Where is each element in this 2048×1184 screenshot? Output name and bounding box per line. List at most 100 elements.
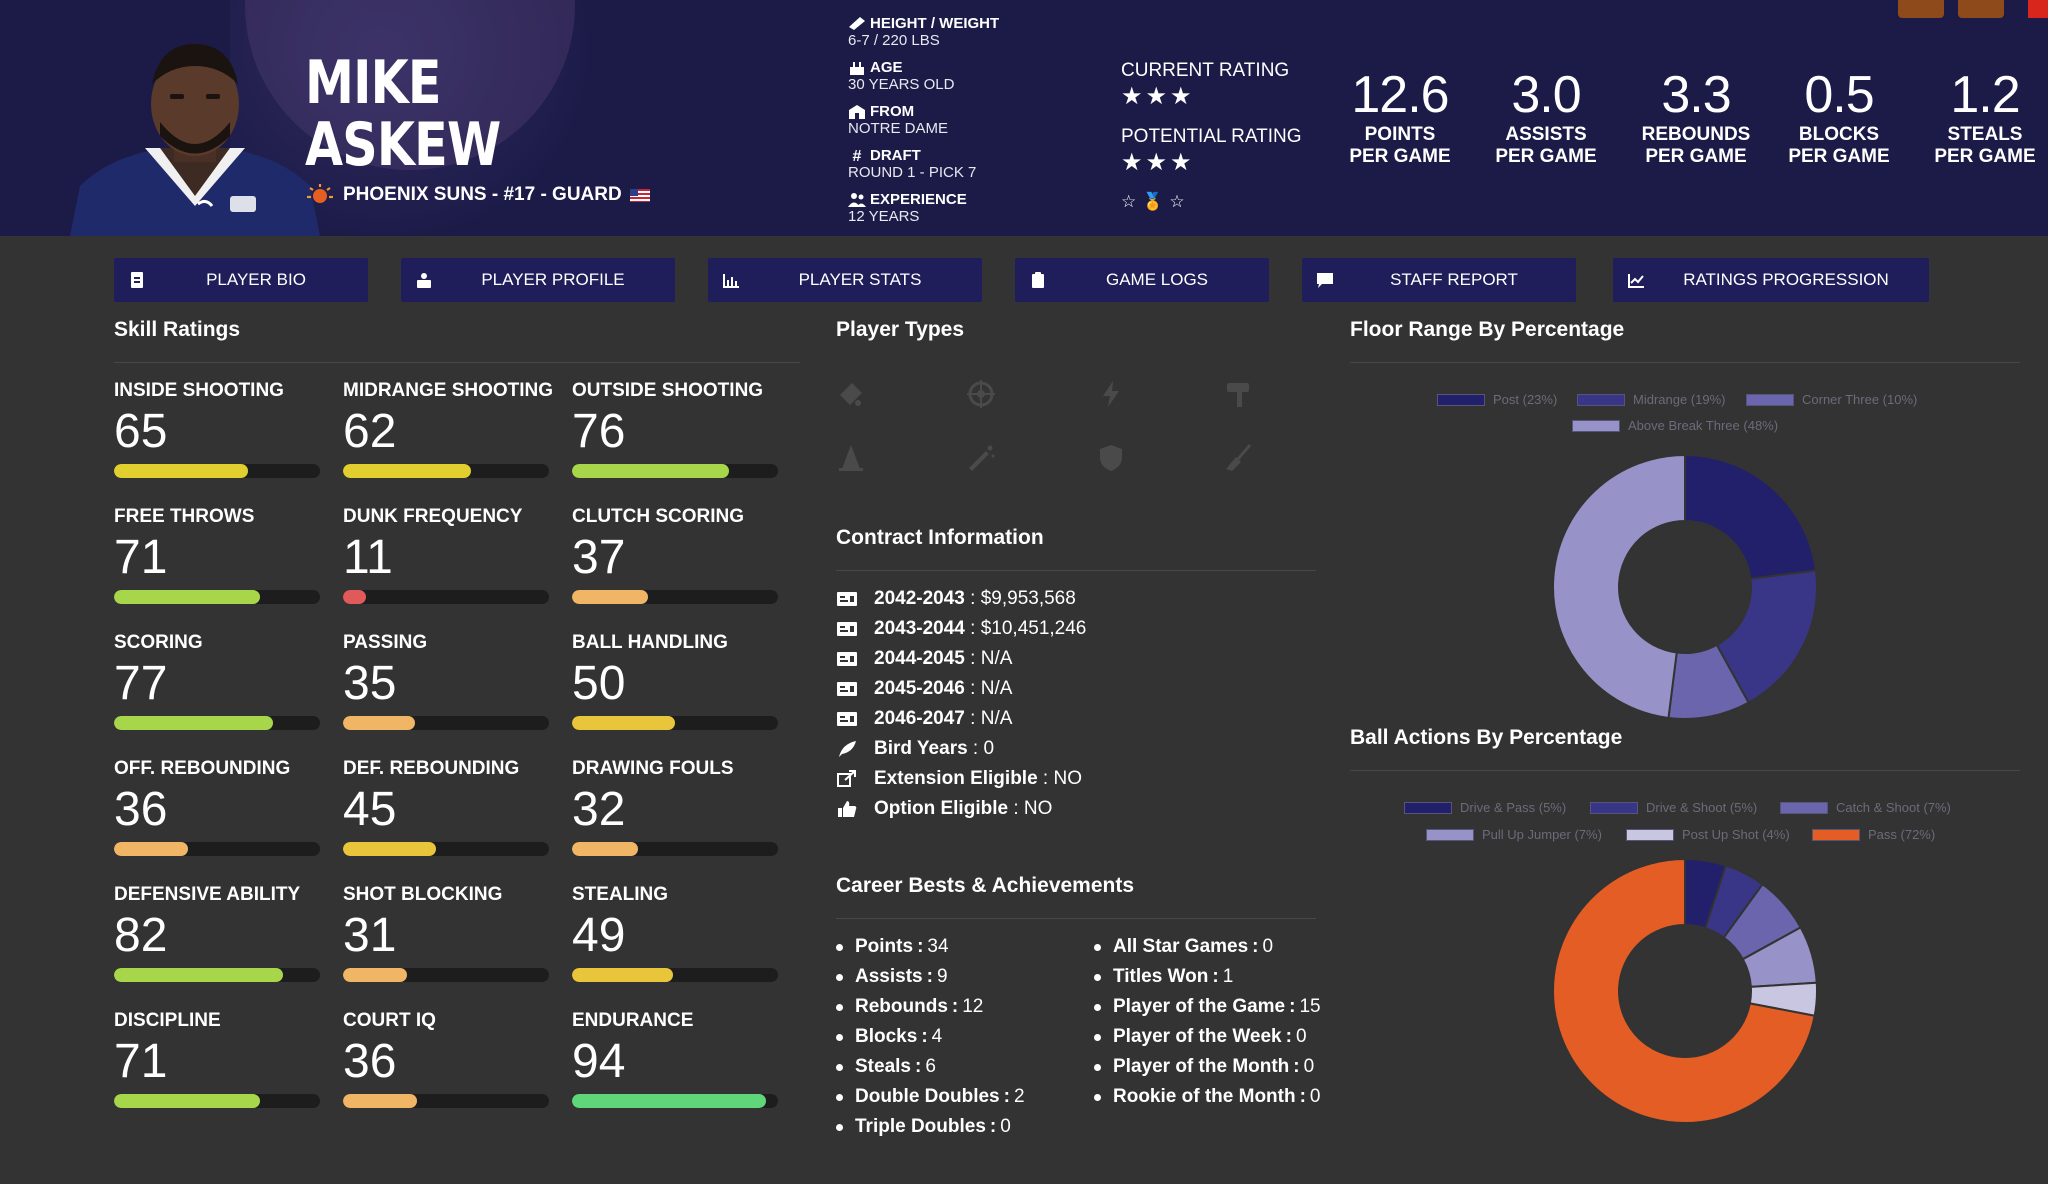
skill-bar xyxy=(114,716,320,730)
legend-item[interactable]: Drive & Pass (5%) xyxy=(1404,800,1566,815)
career-value: 2 xyxy=(1013,1086,1025,1107)
legend-swatch xyxy=(1812,828,1860,841)
legend-item[interactable]: Drive & Shoot (5%) xyxy=(1590,800,1757,815)
floor-range-donut xyxy=(1552,453,1818,720)
tab-player-bio[interactable]: PLAYER BIO xyxy=(114,258,368,302)
contract-row: 2044-2045 : N/A xyxy=(836,646,1012,672)
ball-actions-donut xyxy=(1552,857,1818,1124)
career-key: Titles Won xyxy=(1113,966,1209,987)
career-value: 0 xyxy=(1309,1086,1321,1107)
skill-bar xyxy=(572,842,778,856)
career-item: Titles Won:1 xyxy=(1094,964,1233,990)
career-key: Double Doubles xyxy=(855,1086,1000,1107)
stat-steals: 1.2 STEALS PER GAME xyxy=(1934,66,2036,167)
contract-value: $10,451,246 xyxy=(980,618,1087,639)
comment-icon xyxy=(1317,273,1333,288)
legend-item[interactable]: Above Break Three (48%) xyxy=(1572,418,1778,433)
skill-label: MIDRANGE SHOOTING xyxy=(343,380,554,401)
career-item: Triple Doubles:0 xyxy=(836,1114,1011,1140)
skill-bar-fill xyxy=(114,1094,261,1108)
skill-value: 50 xyxy=(572,657,626,710)
tab-player-stats[interactable]: PLAYER STATS xyxy=(708,258,982,302)
star-outline-icon: ☆ xyxy=(1169,192,1191,211)
career-item: Steals:6 xyxy=(836,1054,936,1080)
skill-bar xyxy=(114,464,320,478)
skill-bar xyxy=(114,1094,320,1108)
legend-item[interactable]: Midrange (19%) xyxy=(1577,392,1726,407)
school-icon xyxy=(849,104,865,119)
stat-blocks: 0.5 BLOCKS PER GAME xyxy=(1788,66,1890,167)
skill-clutch-scoring: CLUTCH SCORING 37 xyxy=(572,506,782,604)
career-item: Rookie of the Month:0 xyxy=(1094,1084,1321,1110)
career-key: Rookie of the Month xyxy=(1113,1086,1296,1107)
career-key: Player of the Month xyxy=(1113,1056,1290,1077)
career-value: 0 xyxy=(1303,1056,1315,1077)
legend-swatch xyxy=(1577,393,1625,406)
skill-label: DEFENSIVE ABILITY xyxy=(114,884,301,905)
skill-dunk-frequency: DUNK FREQUENCY 11 xyxy=(343,506,553,604)
skill-discipline: DISCIPLINE 71 xyxy=(114,1010,324,1108)
bullet-icon xyxy=(836,943,843,951)
prev-player-button[interactable] xyxy=(1898,0,1944,18)
tab-game-logs[interactable]: GAME LOGS xyxy=(1015,258,1269,302)
cone-icon xyxy=(839,445,863,471)
bullet-icon xyxy=(836,1063,843,1071)
tab-player-profile[interactable]: PLAYER PROFILE xyxy=(401,258,675,302)
skill-bar xyxy=(572,1094,778,1108)
skill-stealing: STEALING 49 xyxy=(572,884,782,982)
skill-label: BALL HANDLING xyxy=(572,632,728,653)
skill-label: STEALING xyxy=(572,884,669,905)
team-label: PHOENIX SUNS - #17 - GUARD xyxy=(343,184,622,205)
info-draft: # DRAFT ROUND 1 - PICK 7 xyxy=(848,146,977,182)
donut-slice-post[interactable] xyxy=(1684,453,1818,580)
potential-rating-label: POTENTIAL RATING xyxy=(1121,126,1302,147)
bullet-icon xyxy=(836,1093,843,1101)
legend-item[interactable]: Catch & Shoot (7%) xyxy=(1780,800,1951,815)
donut-slice-above-break-three[interactable] xyxy=(1552,453,1686,720)
skill-bar-fill xyxy=(343,464,471,478)
player-name: MIKE ASKEW xyxy=(305,48,501,180)
broom-icon xyxy=(1226,444,1252,471)
skill-value: 31 xyxy=(343,909,397,962)
info-age: AGE 30 YEARS OLD xyxy=(848,58,955,94)
skill-value: 11 xyxy=(343,531,393,584)
career-item: Double Doubles:2 xyxy=(836,1084,1025,1110)
tab-staff-report[interactable]: STAFF REPORT xyxy=(1302,258,1576,302)
skill-bar xyxy=(343,590,549,604)
tab-ratings-progression[interactable]: RATINGS PROGRESSION xyxy=(1613,258,1929,302)
contract-value: $9,953,568 xyxy=(980,588,1076,609)
donut-slice-midrange[interactable] xyxy=(1715,569,1818,705)
skill-bar-fill xyxy=(343,716,416,730)
legend-item[interactable]: Pull Up Jumper (7%) xyxy=(1426,827,1602,842)
target-icon xyxy=(967,380,995,408)
skill-scoring: SCORING 77 xyxy=(114,632,324,730)
legend-item[interactable]: Corner Three (10%) xyxy=(1746,392,1917,407)
legend-swatch xyxy=(1626,828,1674,841)
career-value: 15 xyxy=(1299,996,1321,1017)
line-chart-icon xyxy=(1628,274,1644,288)
contract-row: Extension Eligible : NO xyxy=(836,766,1082,792)
career-item: Player of the Week:0 xyxy=(1094,1024,1307,1050)
skill-label: COURT IQ xyxy=(343,1010,436,1031)
next-player-button[interactable] xyxy=(1958,0,2004,18)
bullet-icon xyxy=(1094,1093,1101,1101)
close-button[interactable] xyxy=(2028,0,2048,18)
contract-row: 2045-2046 : N/A xyxy=(836,676,1012,702)
money-icon xyxy=(837,592,857,606)
legend-item[interactable]: Post (23%) xyxy=(1437,392,1557,407)
bolt-icon xyxy=(1103,381,1119,407)
skill-value: 49 xyxy=(572,909,626,962)
skill-bar-fill xyxy=(572,1094,766,1108)
bullet-icon xyxy=(836,1033,843,1041)
contract-key: 2045-2046 xyxy=(874,678,965,699)
skill-bar xyxy=(343,842,549,856)
people-icon xyxy=(848,192,866,207)
skill-off-rebounding: OFF. REBOUNDING 36 xyxy=(114,758,324,856)
skill-bar xyxy=(343,464,549,478)
legend-swatch xyxy=(1426,828,1474,841)
skill-value: 65 xyxy=(114,405,168,458)
legend-item[interactable]: Pass (72%) xyxy=(1812,827,1935,842)
stat-points: 12.6 POINTS PER GAME xyxy=(1349,66,1451,167)
legend-item[interactable]: Post Up Shot (4%) xyxy=(1626,827,1790,842)
donut-slice-pass[interactable] xyxy=(1552,857,1816,1124)
